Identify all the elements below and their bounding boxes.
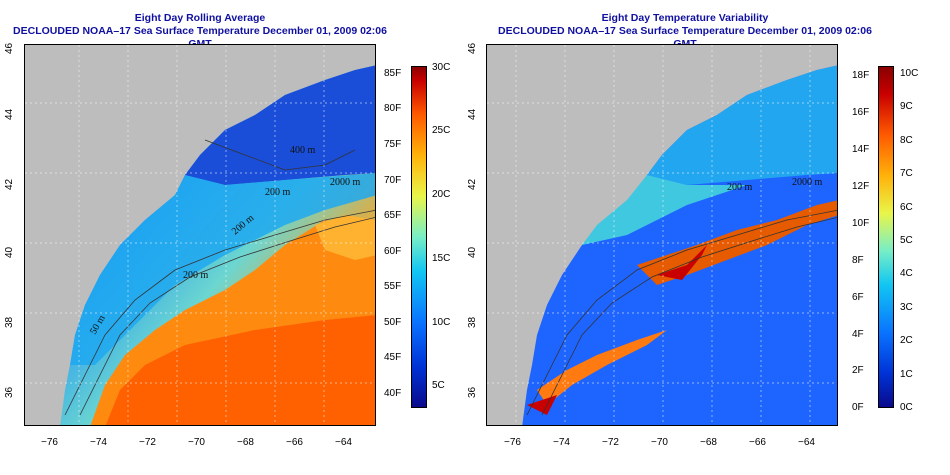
var-c-7: 7C: [900, 168, 913, 179]
lat-42: 42: [4, 178, 15, 190]
var-c-4: 4C: [900, 268, 913, 279]
var-c-0: 0C: [900, 402, 913, 413]
lat-40: 40: [4, 246, 15, 258]
var-c-10: 10C: [900, 68, 919, 79]
var-c-9: 9C: [900, 101, 913, 112]
graticule: [25, 45, 375, 425]
cbar-c-30: 30C: [432, 62, 451, 73]
cbar-f-60: 60F: [384, 246, 402, 257]
var-f-10: 10F: [852, 218, 870, 229]
gulf-of-maine-cold: [185, 65, 375, 185]
lat-38: 38: [4, 316, 15, 328]
lon-74-right: −74: [553, 437, 570, 448]
var-f-6: 6F: [852, 292, 864, 303]
lon-64-right: −64: [798, 437, 815, 448]
lon-66-right: −66: [749, 437, 766, 448]
lon-66: −66: [286, 437, 303, 448]
var-c-5: 5C: [900, 235, 913, 246]
contour-2000m-right: [541, 217, 837, 416]
var-f-12: 12F: [852, 181, 870, 192]
sst-variability-map: 200 m 2000 m: [486, 44, 838, 426]
lon-64: −64: [335, 437, 352, 448]
var-f-18: 18F: [852, 70, 870, 81]
var-f-4: 4F: [852, 329, 864, 340]
southern-variability-band: [537, 330, 667, 405]
contour-2000m: [79, 217, 375, 416]
sst-average-map-svg: 400 m 200 m 200 m 2000 m 200 m 50 m: [25, 45, 375, 425]
right-title: Eight Day Temperature Variability DECLOU…: [485, 12, 885, 51]
depth-label-0: 400 m: [290, 145, 316, 156]
left-panel: Eight Day Rolling Average DECLOUDED NOAA…: [4, 12, 451, 448]
cbar-f-45: 45F: [384, 352, 402, 363]
depth-label-1: 200 m: [183, 270, 209, 281]
contour-400m: [204, 139, 356, 171]
lon-74: −74: [90, 437, 107, 448]
var-c-6: 6C: [900, 202, 913, 213]
var-c-2: 2C: [900, 335, 913, 346]
lat-40-right: 40: [467, 246, 478, 258]
right-title-line1: Eight Day Temperature Variability: [601, 12, 769, 24]
var-f-16: 16F: [852, 107, 870, 118]
depth-label-3: 2000 m: [330, 177, 361, 188]
cbar-f-70: 70F: [384, 175, 402, 186]
lat-44: 44: [4, 108, 15, 120]
lon-72: −72: [139, 437, 156, 448]
variability-colorbar: [878, 66, 894, 408]
var-f-0: 0F: [852, 402, 864, 413]
var-f-8: 8F: [852, 255, 864, 266]
depth-label-right-0: 200 m: [727, 182, 753, 193]
cbar-f-85: 85F: [384, 68, 402, 79]
cbar-c-25: 25C: [432, 125, 451, 136]
cbar-c-10: 10C: [432, 317, 451, 328]
lon-68: −68: [237, 437, 254, 448]
northern-variability: [647, 65, 837, 185]
lon-70: −70: [188, 437, 205, 448]
sst-average-map: 400 m 200 m 200 m 2000 m 200 m 50 m: [24, 44, 376, 426]
cbar-f-80: 80F: [384, 103, 402, 114]
cbar-f-75: 75F: [384, 139, 402, 150]
cbar-c-5: 5C: [432, 380, 445, 391]
temperature-colorbar: [411, 66, 427, 408]
var-f-2: 2F: [852, 365, 864, 376]
depth-label-right-1: 2000 m: [792, 177, 823, 188]
var-c-1: 1C: [900, 369, 913, 380]
contour-200m-right: [526, 209, 837, 416]
cbar-c-15: 15C: [432, 253, 451, 264]
sst-variability-map-svg: 200 m 2000 m: [487, 45, 837, 425]
lat-46: 46: [4, 42, 15, 54]
contour-200m: [64, 209, 375, 416]
shelf-water: [70, 173, 375, 365]
lat-36-right: 36: [467, 386, 478, 398]
lat-36: 36: [4, 386, 15, 398]
var-c-3: 3C: [900, 302, 913, 313]
graticule-right: [487, 45, 837, 425]
lon-68-right: −68: [700, 437, 717, 448]
peak-variability: [657, 225, 717, 280]
lat-44-right: 44: [467, 108, 478, 120]
shelf-variability: [582, 175, 747, 245]
lon-72-right: −72: [602, 437, 619, 448]
var-c-8: 8C: [900, 135, 913, 146]
right-panel: Eight Day Temperature Variability DECLOU…: [467, 0, 950, 475]
cbar-f-65: 65F: [384, 210, 402, 221]
var-f-14: 14F: [852, 144, 870, 155]
cbar-f-55: 55F: [384, 281, 402, 292]
left-title-line1: Eight Day Rolling Average: [134, 12, 266, 24]
warm-eddy: [315, 215, 375, 260]
cbar-f-40: 40F: [384, 388, 402, 399]
depth-label-4: 200 m: [265, 187, 291, 198]
lat-42-right: 42: [467, 178, 478, 190]
lon-76: −76: [41, 437, 58, 448]
lat-46-right: 46: [467, 42, 478, 54]
gulf-stream-core: [105, 315, 375, 425]
lat-38-right: 38: [467, 316, 478, 328]
lon-70-right: −70: [651, 437, 668, 448]
cbar-c-20: 20C: [432, 189, 451, 200]
cbar-f-50: 50F: [384, 317, 402, 328]
lon-76-right: −76: [504, 437, 521, 448]
